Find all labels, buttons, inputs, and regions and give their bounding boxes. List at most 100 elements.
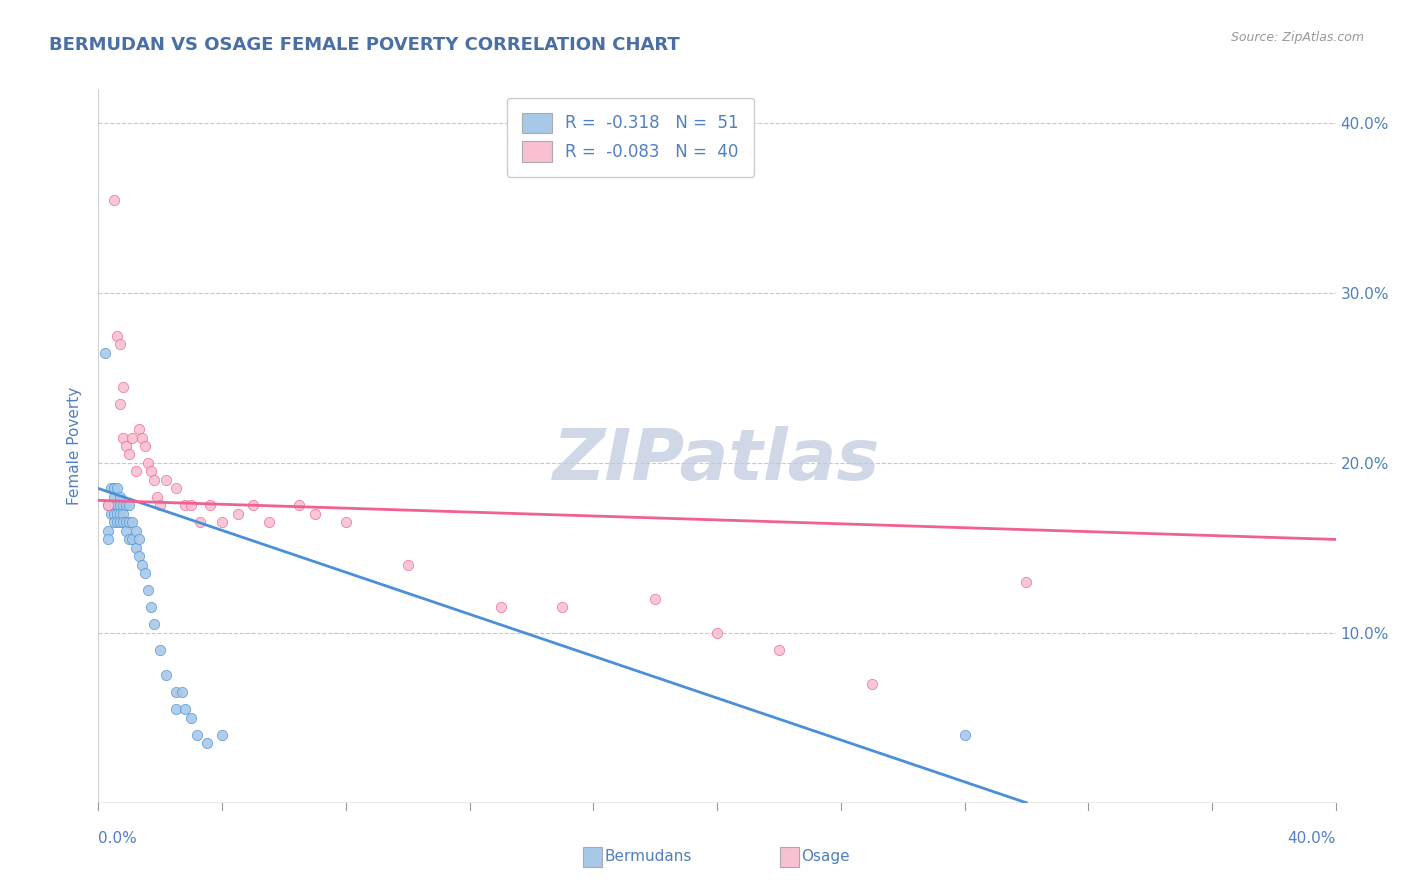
Point: [170, 685, 193, 699]
Point: [165, 482, 187, 496]
Point: [97, 533, 120, 547]
Point: [165, 702, 187, 716]
Point: [198, 499, 221, 513]
Text: 0.0%: 0.0%: [98, 831, 138, 847]
Point: [108, 337, 131, 351]
Point: [112, 430, 135, 444]
Point: [115, 524, 138, 538]
Point: [128, 422, 150, 436]
Point: [242, 499, 264, 513]
Point: [136, 456, 159, 470]
Point: [1015, 574, 1038, 589]
Point: [124, 541, 146, 555]
Point: [706, 626, 728, 640]
Point: [103, 193, 125, 207]
Text: Osage: Osage: [801, 849, 851, 863]
Point: [131, 558, 153, 572]
Point: [551, 600, 574, 615]
Point: [103, 490, 125, 504]
Point: [105, 482, 128, 496]
Point: [121, 516, 143, 530]
Point: [118, 516, 141, 530]
Point: [304, 507, 326, 521]
Point: [195, 736, 218, 750]
Point: [93, 345, 115, 359]
Point: [112, 379, 135, 393]
Point: [115, 499, 138, 513]
Point: [112, 507, 135, 521]
Point: [180, 499, 202, 513]
Point: [180, 711, 202, 725]
Point: [128, 549, 150, 564]
Point: [97, 499, 120, 513]
Point: [112, 516, 135, 530]
Point: [100, 499, 122, 513]
Point: [112, 499, 135, 513]
Point: [139, 600, 162, 615]
Point: [131, 430, 153, 444]
Point: [211, 728, 233, 742]
Text: Source: ZipAtlas.com: Source: ZipAtlas.com: [1230, 31, 1364, 45]
Point: [226, 507, 249, 521]
Point: [108, 499, 131, 513]
Point: [124, 465, 146, 479]
Point: [139, 465, 162, 479]
Text: 40.0%: 40.0%: [1288, 831, 1336, 847]
Point: [118, 499, 141, 513]
Point: [860, 677, 883, 691]
Point: [143, 473, 166, 487]
Point: [190, 516, 212, 530]
Point: [953, 728, 976, 742]
Point: [288, 499, 311, 513]
Point: [108, 507, 131, 521]
Point: [97, 524, 120, 538]
Point: [134, 439, 156, 453]
Point: [134, 566, 156, 581]
Point: [396, 558, 419, 572]
Point: [155, 668, 177, 682]
Point: [174, 702, 197, 716]
Point: [149, 643, 172, 657]
Bar: [780, 847, 799, 867]
Point: [103, 507, 125, 521]
Point: [103, 499, 125, 513]
Point: [118, 448, 141, 462]
Point: [143, 617, 166, 632]
Point: [108, 490, 131, 504]
Text: Bermudans: Bermudans: [605, 849, 692, 863]
Point: [121, 533, 143, 547]
Point: [155, 473, 177, 487]
Point: [124, 524, 146, 538]
Point: [108, 516, 131, 530]
Point: [644, 591, 666, 606]
Point: [489, 600, 512, 615]
Point: [115, 439, 138, 453]
Point: [211, 516, 233, 530]
Point: [100, 482, 122, 496]
Point: [335, 516, 357, 530]
Point: [103, 482, 125, 496]
Point: [115, 516, 138, 530]
Point: [257, 516, 280, 530]
Point: [768, 643, 790, 657]
Point: [146, 490, 169, 504]
Point: [136, 583, 159, 598]
Point: [105, 516, 128, 530]
Text: BERMUDAN VS OSAGE FEMALE POVERTY CORRELATION CHART: BERMUDAN VS OSAGE FEMALE POVERTY CORRELA…: [49, 36, 681, 54]
Point: [186, 728, 208, 742]
Bar: [583, 847, 602, 867]
Point: [121, 430, 143, 444]
Point: [105, 328, 128, 343]
Y-axis label: Female Poverty: Female Poverty: [67, 387, 83, 505]
Point: [105, 507, 128, 521]
Point: [128, 533, 150, 547]
Point: [97, 499, 120, 513]
Point: [100, 507, 122, 521]
Point: [174, 499, 197, 513]
Point: [108, 396, 131, 410]
Legend: R =  -0.318   N =  51, R =  -0.083   N =  40: R = -0.318 N = 51, R = -0.083 N = 40: [508, 97, 754, 177]
Point: [105, 499, 128, 513]
Text: ZIPatlas: ZIPatlas: [554, 425, 880, 495]
Point: [103, 516, 125, 530]
Point: [165, 685, 187, 699]
